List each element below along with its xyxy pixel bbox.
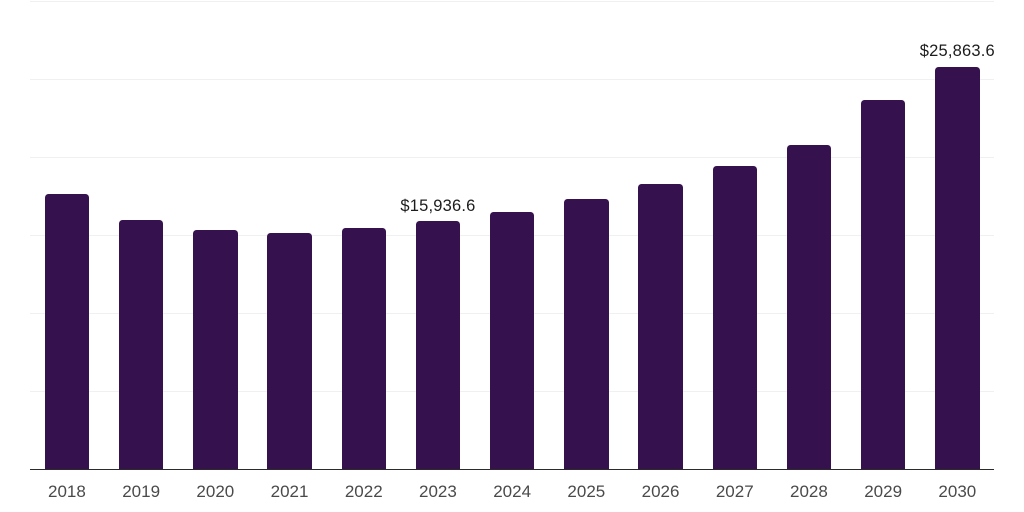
bar-2030 (935, 66, 980, 470)
x-axis: 2018 2019 2020 2021 2022 2023 2024 2025 2026 2027… (0, 482, 1024, 507)
bar-2021 (267, 232, 312, 470)
bar-2023 (415, 221, 461, 470)
value-label-2023: $15,936.6 (400, 196, 476, 215)
x-tick-2019: 2019 (122, 482, 161, 501)
bar-2028 (786, 145, 832, 470)
bar-2027 (712, 165, 757, 470)
x-tick-2029: 2029 (864, 482, 903, 501)
x-tick-2020: 2020 (196, 482, 235, 501)
value-label-2030: $25,863.6 (919, 42, 995, 61)
bar-2019 (118, 219, 164, 470)
bar-2024 (489, 211, 535, 470)
bar-2018 (44, 194, 90, 470)
bar-2029 (860, 100, 906, 470)
plot-area: $15,936.6 $25,863.6 (30, 1, 995, 470)
x-tick-2027: 2027 (715, 482, 754, 501)
x-tick-2024: 2024 (493, 482, 532, 501)
gridline-25000 (30, 79, 994, 80)
gridline-20000 (30, 157, 994, 158)
gridline-30000 (30, 1, 994, 2)
x-tick-2028: 2028 (790, 482, 828, 501)
x-axis-line (30, 468, 994, 470)
bar-2022 (341, 227, 386, 470)
x-tick-2018: 2018 (48, 482, 86, 501)
x-tick-2030: 2030 (938, 482, 977, 501)
x-tick-2022: 2022 (344, 482, 383, 501)
bar-2025 (564, 199, 609, 470)
x-tick-2025: 2025 (567, 482, 606, 501)
bar-2020 (193, 230, 238, 470)
x-tick-2026: 2026 (641, 482, 680, 501)
x-tick-2023: 2023 (419, 482, 457, 501)
x-tick-2021: 2021 (270, 482, 309, 501)
bar-2026 (638, 184, 683, 470)
